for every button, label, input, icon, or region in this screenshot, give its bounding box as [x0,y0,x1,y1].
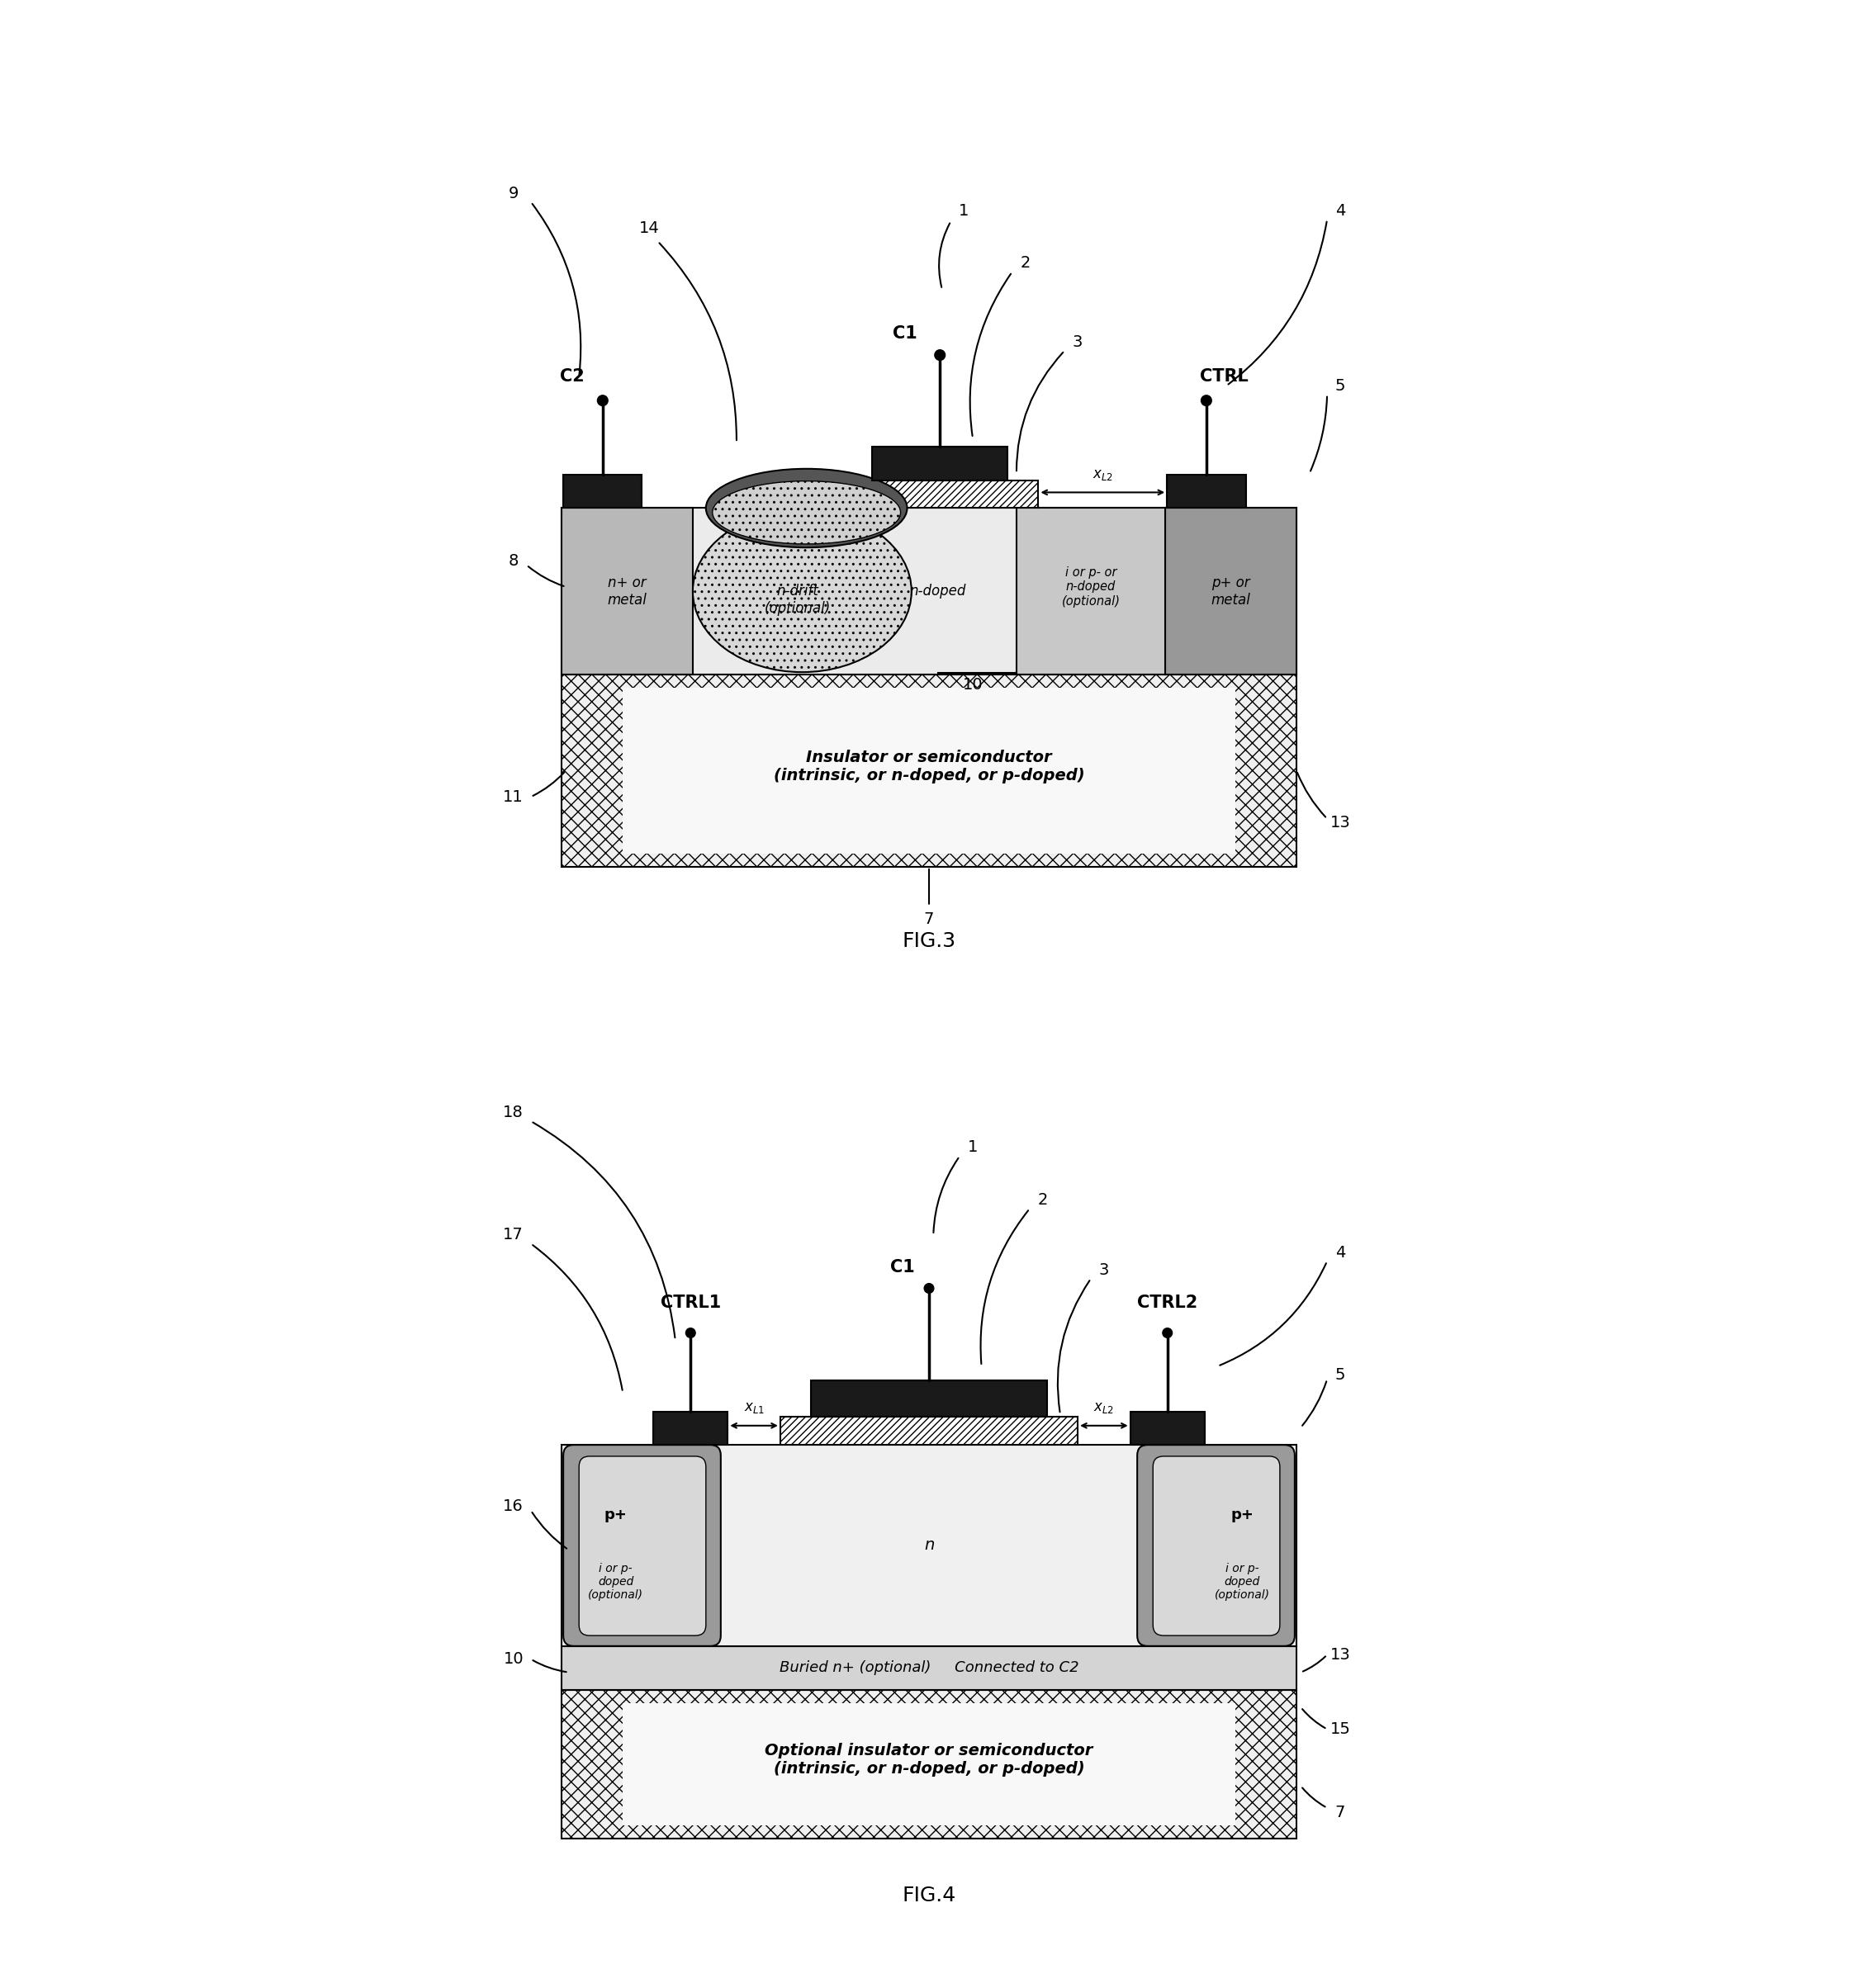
Text: $x_{L2}$: $x_{L2}$ [1093,467,1113,481]
Text: p+ or
metal: p+ or metal [1211,575,1250,606]
Text: 2: 2 [1020,254,1031,270]
Text: C1: C1 [890,1258,914,1274]
Bar [561,1690,1297,1839]
Text: Insulator or semiconductor
(intrinsic, or n-doped, or p-doped): Insulator or semiconductor (intrinsic, o… [773,749,1085,783]
Text: 1: 1 [968,1139,977,1155]
Bar [563,475,643,509]
Text: 10: 10 [962,678,983,692]
Text: 18: 18 [504,1105,524,1121]
Text: 13: 13 [1330,1646,1351,1662]
Text: FIG.4: FIG.4 [903,1885,957,1905]
Text: i or p- or
n-doped
(optional): i or p- or n-doped (optional) [1061,567,1120,608]
Text: C2: C2 [559,368,583,386]
Ellipse shape [693,511,912,672]
Bar [654,1411,728,1445]
Circle shape [598,396,608,406]
Ellipse shape [706,469,907,547]
Text: FIG.3: FIG.3 [903,930,955,950]
FancyBboxPatch shape [580,1457,706,1636]
Text: 8: 8 [509,553,518,569]
Text: n-drift
(optional): n-drift (optional) [765,584,831,616]
FancyBboxPatch shape [563,1445,721,1646]
Text: 5: 5 [1336,378,1345,394]
Text: 4: 4 [1336,1244,1345,1260]
Bar [561,674,1297,867]
Bar [561,509,693,674]
Bar [1167,475,1245,509]
Circle shape [935,350,946,360]
Bar [810,1380,1048,1417]
Text: 3: 3 [1072,334,1083,350]
Bar [622,1704,1236,1825]
Text: n-doped: n-doped [910,584,966,598]
FancyBboxPatch shape [1137,1445,1295,1646]
Text: 11: 11 [504,789,524,805]
Text: Buried n+ (optional)     Connected to C2: Buried n+ (optional) Connected to C2 [779,1660,1079,1676]
Text: 13: 13 [1330,815,1351,831]
Text: $x_{L2}$: $x_{L2}$ [1094,1400,1115,1415]
Bar [1016,509,1165,674]
FancyBboxPatch shape [1154,1457,1280,1636]
Bar [1165,509,1297,674]
Text: 1: 1 [959,203,970,219]
Bar [561,1445,1297,1646]
Bar [622,688,1236,853]
Circle shape [686,1328,695,1338]
Text: 14: 14 [639,221,660,237]
Text: Optional insulator or semiconductor
(intrinsic, or n-doped, or p-doped): Optional insulator or semiconductor (int… [765,1743,1093,1777]
Text: 2: 2 [1037,1193,1048,1209]
Text: 16: 16 [504,1499,524,1515]
Text: 4: 4 [1336,203,1345,219]
Text: 15: 15 [1330,1722,1351,1738]
Text: C1: C1 [892,326,918,342]
Text: 3: 3 [1098,1262,1109,1278]
Text: i or p-
doped
(optional): i or p- doped (optional) [589,1563,643,1600]
Text: 7: 7 [1336,1805,1345,1821]
Text: p+: p+ [1230,1507,1254,1523]
Text: p+: p+ [604,1507,628,1523]
Text: 5: 5 [1336,1368,1345,1384]
Text: 10: 10 [504,1652,524,1668]
Ellipse shape [712,481,901,545]
Text: 7: 7 [923,911,935,926]
Text: n+ or
metal: n+ or metal [608,575,647,606]
Text: 9: 9 [509,185,518,201]
Bar [842,481,1039,509]
Bar [1130,1411,1204,1445]
Text: $x_{L1}$: $x_{L1}$ [743,1400,764,1415]
Text: 17: 17 [504,1227,524,1242]
Text: CTRL1: CTRL1 [660,1294,721,1310]
Bar [871,447,1007,481]
Text: n: n [923,1537,935,1553]
Circle shape [1163,1328,1172,1338]
Bar [780,1417,1078,1445]
Circle shape [1200,396,1211,406]
Bar [561,509,1297,674]
Text: CTRL: CTRL [1200,368,1249,386]
Text: CTRL2: CTRL2 [1137,1294,1198,1310]
Circle shape [923,1284,935,1292]
Bar [561,1646,1297,1690]
Text: i or p-
doped
(optional): i or p- doped (optional) [1215,1563,1269,1600]
